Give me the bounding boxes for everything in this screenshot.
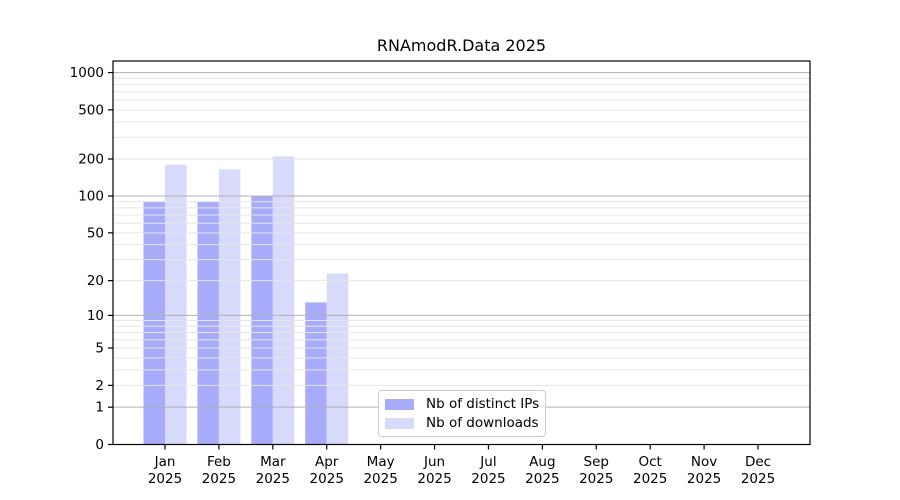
x-tick-label-month: Feb xyxy=(207,454,231,470)
x-tick-label-month: Jun xyxy=(423,454,445,470)
x-tick-label-month: Nov xyxy=(691,454,717,470)
bar-distinct-ips-jan xyxy=(143,201,165,445)
chart-title: RNAmodR.Data 2025 xyxy=(376,36,547,55)
x-tick-label-year: 2025 xyxy=(202,471,236,487)
x-tick-label-month: Oct xyxy=(639,454,662,470)
x-tick-label-year: 2025 xyxy=(417,471,451,487)
x-tick-label-year: 2025 xyxy=(741,471,775,487)
y-tick-label: 200 xyxy=(78,151,104,167)
y-tick-label: 1000 xyxy=(70,65,104,81)
x-tick-label-year: 2025 xyxy=(687,471,721,487)
x-tick-label-year: 2025 xyxy=(363,471,397,487)
x-tick-label-month: Apr xyxy=(315,454,339,470)
x-tick-label-year: 2025 xyxy=(471,471,505,487)
x-tick-label-year: 2025 xyxy=(525,471,559,487)
legend-swatch-distinct-ips xyxy=(385,398,414,410)
bar-downloads-jan xyxy=(165,164,187,445)
x-tick-label-month: May xyxy=(367,454,395,470)
x-tick-label-month: Aug xyxy=(529,454,555,470)
y-tick-label: 50 xyxy=(87,225,104,241)
y-tick-label: 100 xyxy=(78,189,104,205)
x-tick-label-month: Jul xyxy=(479,454,496,470)
bar-downloads-apr xyxy=(326,273,349,445)
x-tick-label-year: 2025 xyxy=(579,471,613,487)
x-tick-label-month: Dec xyxy=(745,454,771,470)
y-tick-label: 20 xyxy=(87,273,104,289)
legend-item-downloads: Nb of downloads xyxy=(385,415,539,431)
bar-distinct-ips-apr xyxy=(305,302,327,445)
y-tick-label: 10 xyxy=(87,308,104,324)
x-tick-label-month: Jan xyxy=(154,454,176,470)
bar-downloads-feb xyxy=(218,169,241,445)
y-tick-label: 5 xyxy=(95,341,104,357)
x-tick-label-year: 2025 xyxy=(633,471,667,487)
legend-label-distinct-ips: Nb of distinct IPs xyxy=(426,396,540,412)
plot-border xyxy=(112,60,811,446)
y-tick-label: 2 xyxy=(95,378,104,394)
x-tick-label-month: Sep xyxy=(584,454,609,470)
x-tick-label-year: 2025 xyxy=(310,471,344,487)
x-tick-label-year: 2025 xyxy=(256,471,290,487)
legend-label-downloads: Nb of downloads xyxy=(426,415,539,431)
y-tick-label: 1 xyxy=(95,400,104,416)
legend-item-distinct-ips: Nb of distinct IPs xyxy=(385,396,540,412)
y-tick-label: 500 xyxy=(78,102,104,118)
x-tick-label-year: 2025 xyxy=(148,471,182,487)
bar-downloads-mar xyxy=(272,156,295,445)
legend: Nb of distinct IPs Nb of downloads xyxy=(378,390,546,437)
x-tick-label-month: Mar xyxy=(260,454,286,470)
y-tick-label: 0 xyxy=(95,437,104,453)
legend-swatch-downloads xyxy=(385,417,414,429)
bar-distinct-ips-feb xyxy=(197,201,219,445)
